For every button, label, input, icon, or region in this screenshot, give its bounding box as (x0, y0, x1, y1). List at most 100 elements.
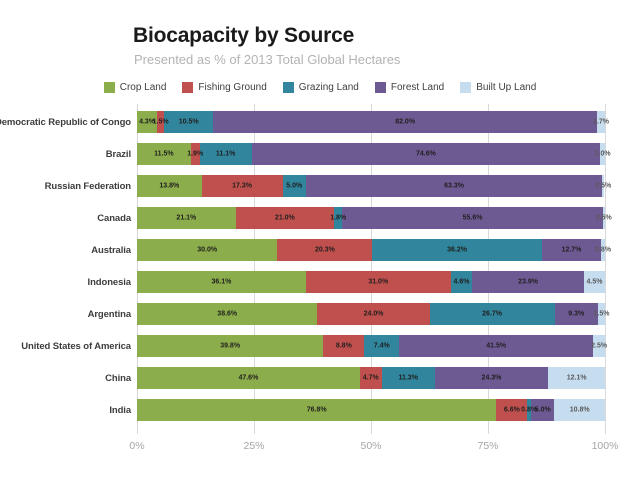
bar-segment: 36.2% (372, 239, 542, 261)
chart-title: Biocapacity by Source (133, 24, 355, 47)
bar-segment-value: 7.4% (373, 342, 390, 350)
bar-segment-value: 38.6% (217, 310, 238, 318)
chart-row: Australia 30.0% 20.3% 36.2% 12.7% 0.8% (91, 234, 611, 266)
bar-segment-value: 39.8% (220, 342, 241, 350)
x-axis: 0% 25% 50% 75% 100% (129, 440, 618, 454)
bar-segment-value: 21.0% (274, 214, 295, 222)
bar-segment-value: 6.6% (503, 406, 520, 414)
bar-segment-value: 1.5% (593, 310, 610, 318)
bar-segment-value: 24.3% (481, 374, 502, 382)
bar-segment: 1.5% (153, 111, 169, 133)
bar-segment: 1.5% (594, 303, 609, 325)
legend-swatch-icon (460, 82, 472, 93)
bar-segment: 21.0% (235, 207, 334, 229)
bar-segment: 4.3% (137, 111, 158, 133)
bar-segment-value: 11.5% (154, 150, 174, 158)
category-label: Brazil (105, 148, 131, 160)
bar-segment: 1.0% (595, 143, 611, 165)
bar-segment: 17.3% (201, 175, 283, 197)
bar-segment: 9.3% (554, 303, 598, 325)
bar-segment: 2.5% (591, 335, 607, 357)
bar-segment: 0.5% (595, 175, 611, 197)
bar-segment-value: 55.6% (462, 214, 483, 222)
bar-segment-value: 0.5% (595, 214, 612, 222)
bar-segment: 38.6% (137, 303, 318, 325)
chart-row: India 76.8% 6.6% 0.8% 5.0% 10.8% (109, 394, 605, 426)
bar-segment: 39.8% (137, 335, 324, 357)
bar-segment: 5.0% (531, 399, 555, 421)
bar-segment-value: 8.8% (335, 342, 352, 350)
bar-segment-value: 20.3% (314, 246, 335, 254)
chart-row: China 47.6% 4.7% 11.3% 24.3% 12.1% (105, 362, 605, 394)
bar-segment-value: 23.9% (518, 278, 539, 286)
bar-segment: 12.1% (548, 367, 605, 389)
category-label: Canada (97, 212, 131, 224)
bar-segment: 10.5% (164, 111, 214, 133)
bar-segment: 12.7% (541, 239, 602, 261)
bar-segment: 31.0% (305, 271, 451, 293)
bar-segment-value: 12.7% (561, 246, 582, 254)
bar-segment-value: 1.9% (187, 150, 204, 158)
chart-row: Democratic Republic of Congo 4.3% 1.5% 10.5… (0, 106, 609, 138)
bar-segment-value: 1.5% (152, 118, 169, 126)
bar-segment-value: 74.6% (415, 150, 436, 158)
bar-segment: 23.9% (472, 271, 584, 293)
bar-segment: 26.7% (429, 303, 555, 325)
legend-item: Grazing Land (282, 82, 359, 93)
bar-segment: 8.8% (323, 335, 365, 357)
bar-segment: 74.6% (251, 143, 601, 165)
bar-segment-value: 47.6% (238, 374, 259, 382)
legend-item-label: Built Up Land (476, 82, 537, 93)
chart-row: Russian Federation 13.8% 17.3% 5.0% 63.3% 0.5… (45, 170, 611, 202)
bar-segment: 24.0% (317, 303, 430, 325)
bar-segment-value: 0.8% (521, 406, 538, 414)
chart-row: Brazil 11.5% 1.9% 11.1% 74.6% 1.0% (106, 138, 611, 170)
bar-segment-value: 63.3% (444, 182, 464, 190)
bar-segment-value: 1.7% (592, 118, 609, 126)
bar-segment-value: 9.3% (568, 310, 585, 318)
bar-segment: 20.3% (277, 239, 373, 261)
legend-item: Crop Land (103, 82, 166, 93)
bar-segment: 6.6% (496, 399, 528, 421)
bar-segment: 21.1% (137, 207, 236, 229)
legend-swatch-icon (103, 82, 115, 93)
legend-swatch-icon (182, 82, 194, 93)
bar-segment: 0.5% (596, 207, 612, 229)
legend-swatch-icon (374, 82, 386, 93)
bar-segment: 47.6% (137, 367, 360, 389)
bar-segment-value: 5.0% (286, 182, 303, 190)
gridline (487, 104, 489, 434)
stacked-bar: 21.1% 21.0% 1.8% 55.6% 0.5% (137, 207, 612, 229)
bar-segment: 11.3% (381, 367, 435, 389)
category-label: Democratic Republic of Congo (0, 116, 131, 128)
bar-segment: 5.0% (282, 175, 306, 197)
x-axis-tick-label: 100% (591, 440, 619, 452)
bar-segment: 4.5% (583, 271, 606, 293)
x-axis-tick-label: 0% (129, 440, 145, 452)
chart-row: United States of America 39.8% 8.8% 7.4% 41.… (21, 330, 607, 362)
bar-segment-value: 1.8% (330, 214, 347, 222)
stacked-bar: 36.1% 31.0% 4.6% 23.9% 4.5% (137, 271, 606, 293)
chart-subtitle: Presented as % of 2013 Total Global Hect… (134, 52, 401, 67)
bar-segment: 4.7% (359, 367, 382, 389)
bar-segment-value: 11.3% (398, 374, 418, 382)
x-axis-tick-label: 75% (477, 440, 499, 452)
bar-segment-value: 26.7% (482, 310, 503, 318)
gridline (253, 104, 255, 434)
bar-segment-value: 4.3% (139, 118, 156, 126)
stacked-bar: 76.8% 6.6% 0.8% 5.0% 10.8% (137, 399, 605, 421)
bar-segment: 4.6% (450, 271, 473, 293)
bar-segment-value: 30.0% (197, 246, 218, 254)
bar-segment-value: 21.1% (176, 214, 197, 222)
category-label: India (109, 404, 131, 416)
chart-row: Canada 21.1% 21.0% 1.8% 55.6% 0.5% (97, 202, 612, 234)
bar-segment-value: 36.1% (211, 278, 232, 286)
bar-segment-value: 12.1% (566, 374, 587, 382)
bar-segment-value: 4.7% (362, 374, 379, 382)
bar-segment: 30.0% (137, 239, 278, 261)
bar-segment-value: 1.0% (594, 150, 611, 158)
bar-segment-value: 11.1% (215, 150, 236, 158)
bar-segment-value: 4.6% (453, 278, 470, 286)
bar-segment-value: 41.5% (486, 342, 507, 350)
